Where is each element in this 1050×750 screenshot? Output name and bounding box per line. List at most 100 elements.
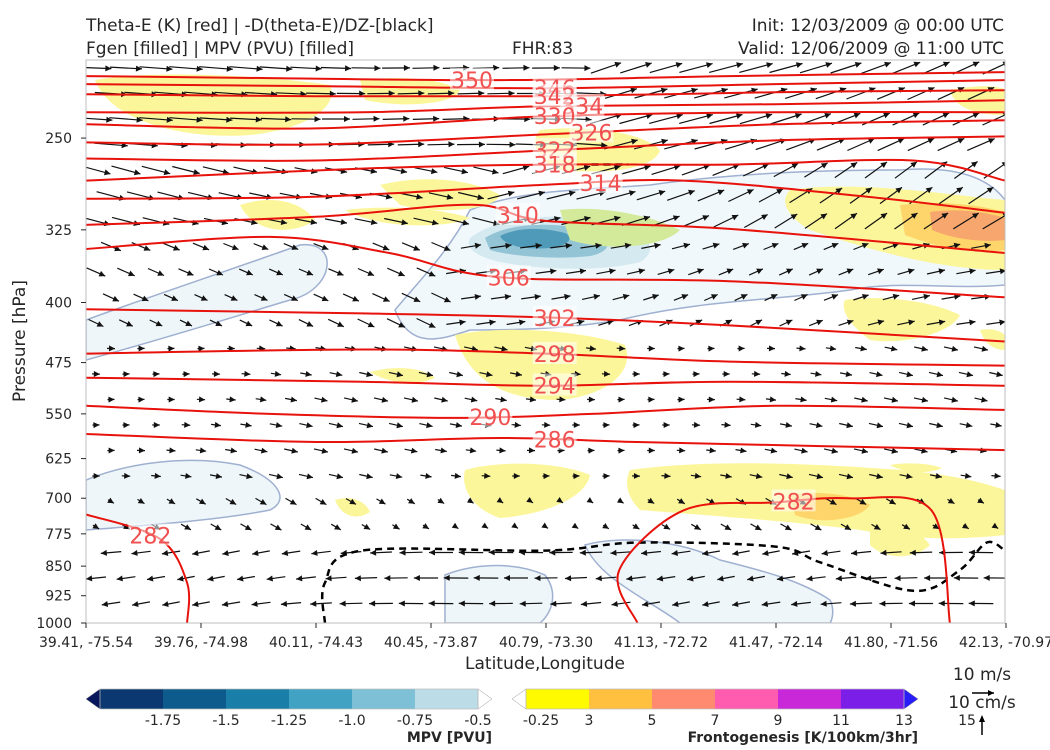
wind-arrow-head [135,65,142,72]
wind-arrow-head [431,219,439,226]
wind-arrow-head [184,421,191,428]
wind-arrow-head [321,295,329,302]
wind-arrow-head [761,214,768,220]
theta-e-label-bg [578,171,623,194]
theta-e-contour-label: 310 [497,204,539,229]
wind-arrow-head [656,575,664,582]
wind-arrow-head [765,113,773,119]
quiver-key-horizontal-head [988,690,994,696]
wind-arrow-head [381,396,388,403]
wind-arrow-head [671,550,678,556]
wind-arrow-head [586,497,594,503]
wind-arrow-head [977,497,984,504]
wind-arrow-head [306,422,313,429]
wind-arrow-head [648,345,655,352]
wind-arrow-head [936,422,943,429]
wind-arrow-head [941,213,949,219]
wind-arrow-head [927,138,935,144]
mpv-colorbar-extend-low [85,688,101,710]
wind-arrow-head [349,498,356,505]
wind-arrow-head [384,575,391,582]
wind-arrow-head [304,524,312,530]
wind-arrow-head [768,345,775,352]
wind-arrow-head [724,524,732,530]
wind-arrow-head [199,498,206,505]
wind-arrow-head [951,345,958,352]
wind-arrow-head [541,522,548,529]
theta-e-contour-line [86,513,191,623]
wind-arrow-head [903,523,910,530]
wind-arrow-head [526,497,533,503]
wind-arrow-head [559,396,566,403]
wind-arrow-head [321,244,329,250]
y-tick-label: 625 [45,452,72,468]
wind-arrow-head [395,473,403,479]
wind-arrow-head [509,141,516,148]
wind-arrow-head [969,319,976,326]
wind-arrow-head [507,190,515,197]
wind-arrow-head [493,64,500,71]
wind-arrow-head [246,473,253,480]
title-left-line1: Theta-E (K) [red] | -D(theta-E)/DZ-[blac… [85,16,434,36]
wind-arrow-head [370,168,377,174]
wind-arrow-head [104,169,111,176]
theta-e-contour-label: 314 [580,172,622,197]
filled-fields [86,74,1005,623]
mpv-colorbar-segment [352,689,415,709]
x-tick-label: 40.45, -73.87 [384,635,478,651]
wind-arrow-head [593,293,600,300]
wind-arrow-head [237,575,244,582]
wind-arrow-head [222,550,229,556]
wind-arrow-head [999,268,1005,275]
wind-arrow-head [244,524,252,531]
wind-arrow-head [577,319,585,326]
wind-arrow-head [761,601,769,607]
theta-e-label-bg [486,265,531,288]
wind-arrow-head [199,396,206,403]
wind-arrow-head [564,293,571,300]
wind-arrow-head [936,371,943,378]
wind-arrow-head [437,497,445,504]
fgen-colorbar-segment [526,689,589,709]
wind-arrow-head [553,64,560,71]
wind-arrow-head [815,371,822,377]
wind-arrow-head [633,473,640,479]
wind-arrow-head [806,575,813,582]
wind-arrow-head [932,523,940,529]
wind-arrow-head [229,396,236,403]
wind-arrow-head [709,447,716,454]
wind-arrow-head [884,61,891,68]
wind-arrow-head [398,322,405,328]
fgen-colorbar-tick: 13 [895,713,913,729]
theta-e-label-bg [532,427,577,450]
wind-arrow-head [844,524,851,530]
wind-arrow-shaft [982,114,1005,126]
wind-arrow-head [573,422,580,428]
wind-arrow-head [984,242,991,249]
wind-arrow-head [725,319,732,326]
wind-arrow-head [363,523,371,530]
wind-arrow-head [116,575,123,582]
wind-arrow-head [289,499,297,505]
wind-arrow-head [924,575,931,581]
wind-arrow-head [972,213,979,219]
wind-arrow-head [613,164,621,171]
wind-arrow-head [381,447,388,454]
wind-arrow-head [851,549,858,556]
wind-arrow-head [633,371,640,377]
wind-arrow-head [907,268,915,275]
wind-arrow-head [315,65,322,72]
wind-arrow-head [291,295,298,301]
fgen-colorbar-segment [589,689,652,709]
wind-arrow-head [681,294,689,300]
wind-arrow-head [226,65,233,72]
wind-arrow-head [93,473,100,479]
wind-arrow-head [607,319,614,326]
theta-e-contour-line [86,404,1005,419]
wind-arrow-head [214,524,222,530]
wind-arrow-head [687,575,694,582]
wind-arrow-head [454,472,461,479]
wind-arrow-head [754,524,762,531]
wind-arrow-head [388,90,395,97]
wind-arrow-head [161,550,169,556]
